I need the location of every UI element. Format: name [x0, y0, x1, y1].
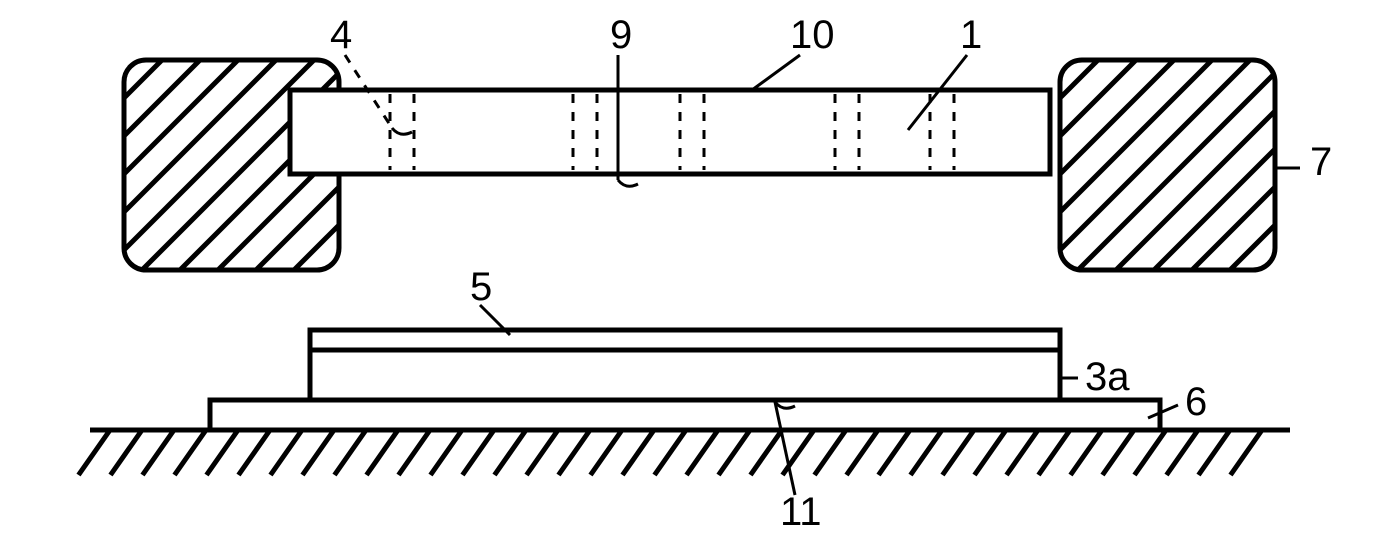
- ground-hatch: [1135, 430, 1167, 475]
- ground-hatch: [399, 430, 431, 475]
- ground-hatch: [975, 430, 1007, 475]
- label-l7: 7: [1310, 140, 1332, 184]
- ground-hatch: [239, 430, 271, 475]
- ground-hatch: [559, 430, 591, 475]
- ground-hatch: [495, 430, 527, 475]
- label-l10: 10: [790, 13, 835, 57]
- wafer-bar: [290, 90, 1050, 174]
- label-l5: 5: [470, 265, 492, 309]
- leader-l9-hook: [618, 180, 638, 186]
- ground-hatch: [271, 430, 303, 475]
- ground-hatch: [879, 430, 911, 475]
- ground-hatch: [1103, 430, 1135, 475]
- ground-hatch: [527, 430, 559, 475]
- ground-hatch: [1231, 430, 1263, 475]
- ground-hatch: [207, 430, 239, 475]
- label-l9: 9: [610, 13, 632, 57]
- ground-hatch: [655, 430, 687, 475]
- ground-hatch: [591, 430, 623, 475]
- ground-hatch: [719, 430, 751, 475]
- label-l3a: 3a: [1085, 355, 1130, 399]
- label-l6: 6: [1185, 380, 1207, 424]
- ground-hatch: [1199, 430, 1231, 475]
- base-plate-6: [210, 400, 1160, 430]
- ground-hatch: [335, 430, 367, 475]
- ground-hatch: [623, 430, 655, 475]
- ground-hatch: [815, 430, 847, 475]
- ground-hatch: [1007, 430, 1039, 475]
- ground-hatch: [1071, 430, 1103, 475]
- leader-l10: [752, 55, 800, 90]
- ground-hatch: [751, 430, 783, 475]
- label-l4: 4: [330, 13, 352, 57]
- top-layer-5: [310, 330, 1060, 350]
- ground-hatch: [143, 430, 175, 475]
- stage-layer-3a: [310, 350, 1060, 400]
- ground-hatch: [687, 430, 719, 475]
- holder-block-right-outline: [1060, 60, 1275, 270]
- ground-hatch: [1039, 430, 1071, 475]
- ground-hatch: [303, 430, 335, 475]
- ground-hatch: [175, 430, 207, 475]
- ground-hatch: [911, 430, 943, 475]
- ground-hatch: [111, 430, 143, 475]
- ground-hatch: [79, 430, 111, 475]
- ground-hatch: [431, 430, 463, 475]
- ground-hatch: [1167, 430, 1199, 475]
- ground-hatch: [943, 430, 975, 475]
- label-l11: 11: [780, 490, 822, 534]
- label-l1: 1: [960, 13, 982, 57]
- ground-hatch: [463, 430, 495, 475]
- ground-hatch: [847, 430, 879, 475]
- ground-hatch: [367, 430, 399, 475]
